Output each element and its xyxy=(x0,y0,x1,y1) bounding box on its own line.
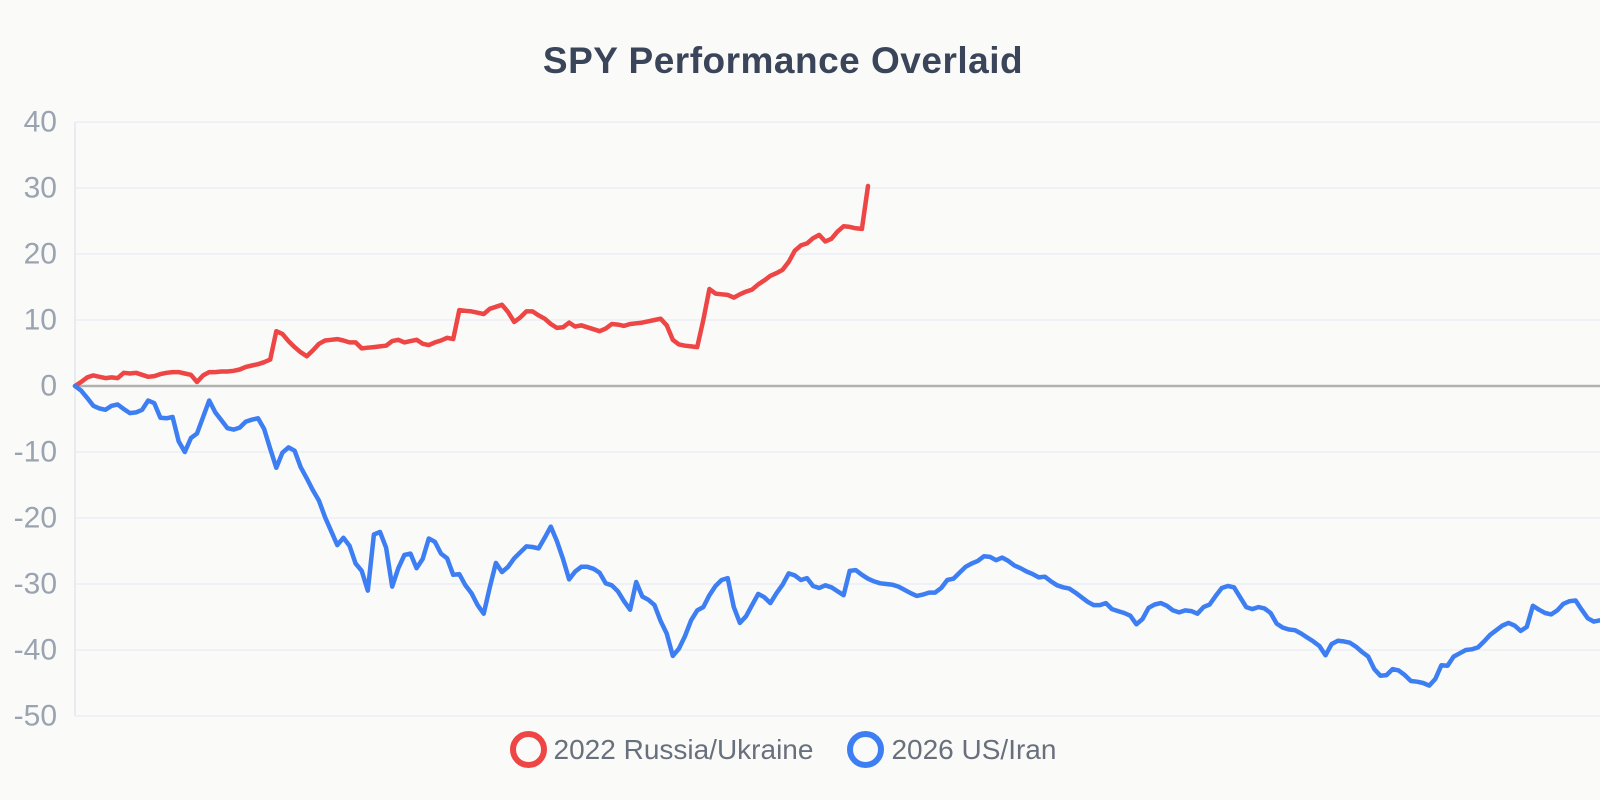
blue-circle-legend-icon xyxy=(847,731,885,768)
chart-legend: 2022 Russia/Ukraine 2026 US/Iran xyxy=(0,731,1600,768)
legend-item-2026-us-iran[interactable]: 2026 US/Iran xyxy=(847,731,1056,768)
legend-label: 2026 US/Iran xyxy=(891,733,1057,765)
y-axis-tick-label: 20 xyxy=(24,238,57,271)
y-axis-tick-label: -20 xyxy=(14,502,57,535)
y-axis-tick-label: -40 xyxy=(14,634,57,667)
y-axis-tick-label: -30 xyxy=(14,568,57,601)
y-axis-tick-label: 40 xyxy=(24,106,57,139)
y-axis-tick-label: 30 xyxy=(24,172,57,205)
y-axis-tick-label: 10 xyxy=(24,304,57,337)
chart-title: SPY Performance Overlaid xyxy=(542,40,1024,81)
y-axis-tick-label: 0 xyxy=(40,370,57,403)
series-line-2022-russia-ukraine xyxy=(72,183,871,389)
legend-label: 2022 Russia/Ukraine xyxy=(553,733,814,765)
series-line-2026-us-iran xyxy=(72,383,1600,688)
red-circle-legend-icon xyxy=(509,731,547,768)
y-axis-tick-label: -50 xyxy=(14,700,57,733)
y-axis-tick-label: -10 xyxy=(14,436,57,469)
legend-item-2022-russia-ukraine[interactable]: 2022 Russia/Ukraine xyxy=(509,731,814,768)
